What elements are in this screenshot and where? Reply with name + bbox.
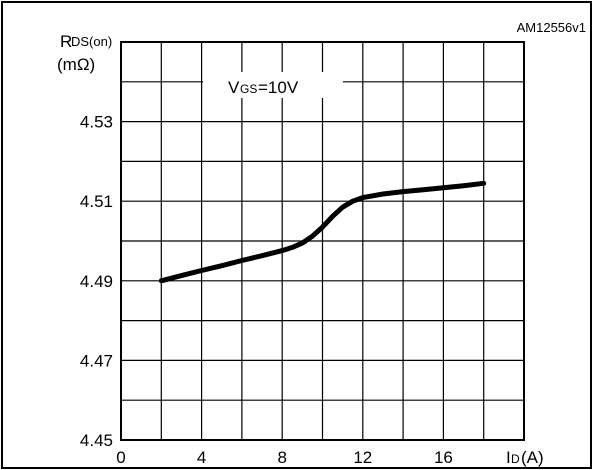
y-axis-label-unit: (mΩ): [57, 55, 95, 74]
y-tick-label: 4.47: [80, 351, 113, 370]
x-tick-label: 16: [434, 448, 453, 467]
x-axis-label-sub: D: [511, 452, 520, 466]
x-tick-label: 12: [353, 448, 372, 467]
x-tick-label: 4: [197, 448, 206, 467]
x-axis-label: I D (A): [506, 448, 544, 467]
plot-border: [120, 41, 525, 441]
x-axis-label-main: I: [506, 448, 511, 467]
x-tick-labels: 0 4 8 12 16: [116, 448, 453, 467]
annotation-value: =10V: [258, 78, 299, 97]
y-axis-label-sub: DS(on): [71, 34, 112, 49]
annotation-sub: GS: [240, 82, 257, 96]
x-axis-label-unit: (A): [521, 448, 544, 467]
y-axis-label-main: R: [60, 32, 72, 51]
annotation-main: V: [228, 78, 240, 97]
y-axis-label: R DS(on) (mΩ): [57, 32, 112, 74]
annotation-background: [203, 72, 343, 98]
vgs-annotation: V GS =10V: [203, 72, 343, 98]
y-tick-labels: 4.45 4.47 4.49 4.51 4.53: [80, 113, 113, 450]
y-tick-label: 4.53: [80, 113, 113, 132]
x-tick-label: 0: [116, 448, 125, 467]
y-tick-label: 4.49: [80, 272, 113, 291]
y-tick-label: 4.45: [80, 431, 113, 450]
y-tick-label: 4.51: [80, 192, 113, 211]
x-tick-label: 8: [277, 448, 286, 467]
series-line: [158, 180, 487, 284]
series-group: [158, 180, 487, 284]
figure-id: AM12556v1: [517, 20, 586, 35]
